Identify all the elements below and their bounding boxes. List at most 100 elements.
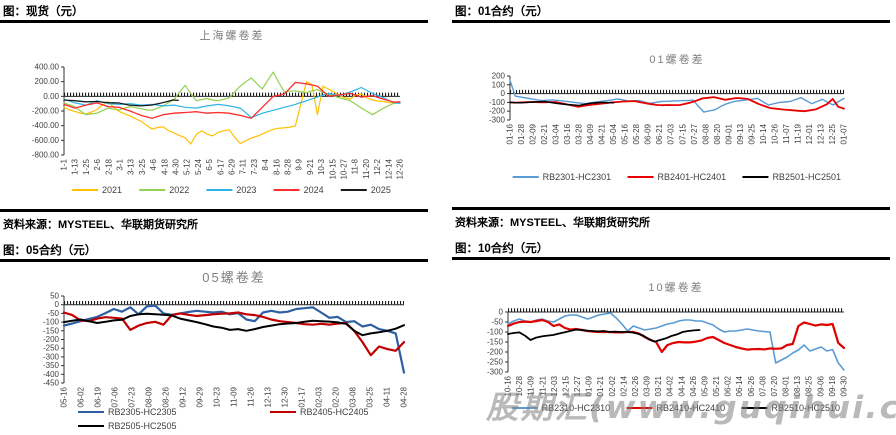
svg-text:01-21: 01-21 [596,375,605,396]
svg-text:01-16: 01-16 [506,123,515,144]
svg-text:12-03: 12-03 [550,375,559,396]
svg-text:8-16: 8-16 [272,158,281,175]
svg-text:2024: 2024 [304,185,324,195]
svg-text:06-02: 06-02 [77,386,86,407]
right-column: 图：01合约（元） 01螺卷差 200 100 0 -100 -200 -300 01-16 0… [452,0,896,435]
svg-text:04-28: 04-28 [400,386,409,407]
svg-text:09-30: 09-30 [840,375,849,396]
svg-text:11-8: 11-8 [351,158,360,174]
svg-text:9-9: 9-9 [295,158,304,170]
svg-text:7-23: 7-23 [250,158,259,175]
svg-text:04-21: 04-21 [598,123,607,144]
svg-text:6-17: 6-17 [216,158,225,175]
svg-text:06-02: 06-02 [724,375,733,396]
svg-text:6-5: 6-5 [205,158,214,170]
svg-text:1-25: 1-25 [82,158,91,175]
svg-text:100: 100 [492,80,506,89]
svg-text:-250: -250 [487,358,504,367]
svg-text:03-25: 03-25 [366,386,375,407]
svg-text:2-18: 2-18 [104,158,113,175]
svg-text:08-08: 08-08 [701,123,710,144]
svg-text:01-28: 01-28 [517,123,526,144]
svg-text:07-06: 07-06 [111,386,120,407]
divider [452,20,890,23]
svg-text:02-02: 02-02 [608,375,617,396]
svg-text:-50: -50 [491,318,503,327]
svg-text:06-26: 06-26 [747,375,756,396]
svg-text:11-21: 11-21 [538,375,547,395]
svg-text:5-12: 5-12 [183,158,192,175]
svg-text:05-28: 05-28 [632,123,641,144]
svg-text:04-14: 04-14 [677,375,686,396]
divider [0,259,428,262]
divider [452,207,890,210]
svg-text:RB2501-HC2501: RB2501-HC2501 [772,172,841,182]
svg-text:10-16: 10-16 [504,375,513,396]
svg-text:-50: -50 [47,309,59,318]
svg-text:11-09: 11-09 [230,386,239,406]
svg-text:-150: -150 [43,326,60,335]
figure-header-01-contract: 图：01合约（元） [455,6,549,18]
svg-text:12-27: 12-27 [573,375,582,396]
svg-text:1-1: 1-1 [60,158,69,170]
svg-text:08-26: 08-26 [162,386,171,407]
svg-text:09-06: 09-06 [816,375,825,396]
svg-text:07-23: 07-23 [128,386,137,407]
data-source-right: 资料来源：MYSTEEL、华联期货研究所 [455,217,650,229]
svg-text:-200.00: -200.00 [32,107,60,116]
svg-text:RB2410-HC2410: RB2410-HC2410 [657,403,726,413]
svg-text:08-01: 08-01 [782,375,791,396]
svg-text:2023: 2023 [236,185,256,195]
svg-text:50: 50 [50,292,59,301]
svg-text:11-26: 11-26 [247,386,256,406]
svg-text:10-23: 10-23 [213,386,222,407]
svg-text:12-25: 12-25 [828,123,837,144]
svg-text:8-4: 8-4 [261,158,270,170]
svg-text:RB2405-HC2405: RB2405-HC2405 [300,407,369,417]
svg-text:-350: -350 [43,361,60,370]
figure-header-10-contract: 图：10合约（元） [455,243,549,255]
svg-text:10-26: 10-26 [770,123,779,144]
svg-text:-250: -250 [43,344,60,353]
svg-text:3-13: 3-13 [127,158,136,175]
svg-text:2022: 2022 [169,185,189,195]
svg-text:08-09: 08-09 [145,386,154,407]
svg-text:02-09: 02-09 [529,123,538,144]
svg-text:01-07: 01-07 [840,123,849,144]
svg-text:12-26: 12-26 [396,158,405,179]
svg-text:8-28: 8-28 [284,158,293,175]
svg-text:200: 200 [492,72,506,81]
svg-text:12-15: 12-15 [561,375,570,396]
svg-text:05-21: 05-21 [712,375,721,396]
watermark: 股期汇(www.guqihui.cn) [486,390,896,426]
svg-text:09-12: 09-12 [179,386,188,407]
svg-text:3-1: 3-1 [116,158,125,170]
data-source-left: 资料来源：MYSTEEL、华联期货研究所 [3,219,198,231]
svg-text:-300: -300 [43,352,60,361]
svg-text:12-13: 12-13 [264,386,273,407]
svg-text:07-20: 07-20 [770,375,779,396]
svg-text:-450: -450 [43,379,60,388]
svg-text:04-02: 04-02 [666,375,675,396]
svg-text:RB2401-HC2401: RB2401-HC2401 [658,172,727,182]
svg-text:03-21: 03-21 [654,375,663,396]
svg-text:10螺卷差: 10螺卷差 [648,280,703,294]
svg-text:5-24: 5-24 [194,158,203,175]
chart-spot-spread: 上海螺卷差 400.00 200.00 0.00 -200.00 -400.00 -600.… [32,28,405,195]
svg-text:06-14: 06-14 [735,375,744,396]
svg-text:4-6: 4-6 [149,158,158,170]
svg-text:09-13: 09-13 [736,123,745,144]
svg-text:6-29: 6-29 [228,158,237,175]
svg-text:2021: 2021 [102,185,122,195]
svg-text:05-09: 05-09 [700,375,709,396]
svg-text:200.00: 200.00 [35,77,60,86]
svg-text:0.00: 0.00 [43,92,59,101]
svg-text:06-19: 06-19 [94,386,103,407]
divider [0,209,428,212]
svg-text:7-11: 7-11 [239,158,248,174]
svg-text:12-14: 12-14 [384,158,393,179]
svg-text:03-09: 03-09 [643,375,652,396]
svg-text:08-20: 08-20 [713,123,722,144]
svg-text:-150: -150 [487,338,504,347]
